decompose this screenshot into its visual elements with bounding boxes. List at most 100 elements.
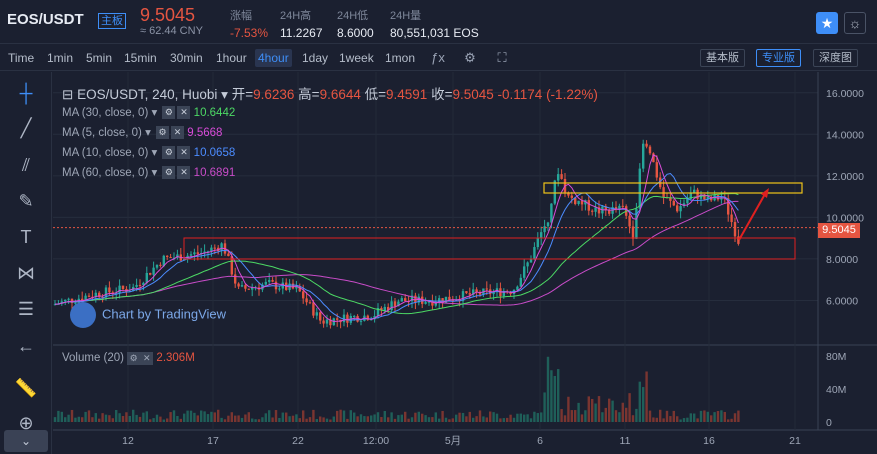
theme-sun-icon[interactable]: ☼ xyxy=(844,12,866,34)
volume-bar xyxy=(278,417,281,422)
trendline-icon[interactable]: ╱ xyxy=(20,118,32,138)
volume-bar xyxy=(325,418,329,422)
pair-name[interactable]: EOS/USDT xyxy=(7,11,84,28)
settings-gear-icon[interactable]: ⚙ xyxy=(464,50,476,65)
volume-bar xyxy=(407,418,410,422)
volume-bar xyxy=(74,417,77,422)
ruler-icon[interactable]: 📏 xyxy=(14,378,38,398)
volume-bar xyxy=(536,413,539,422)
volume-bar xyxy=(570,410,573,422)
candle-body xyxy=(659,177,662,188)
fib-icon[interactable]: ☰ xyxy=(17,299,35,319)
multi-line-icon[interactable]: ⫽ xyxy=(21,155,31,175)
view-depth-button[interactable]: 深度图 xyxy=(813,49,858,67)
indicator-icon[interactable]: ƒx xyxy=(431,50,445,65)
board-badge: 主板 xyxy=(98,13,126,29)
tf-30min[interactable]: 30min xyxy=(170,51,203,65)
volume-bar xyxy=(240,417,244,422)
volume-bar xyxy=(689,413,692,422)
candle-body xyxy=(696,189,699,199)
text-tool-icon[interactable]: T xyxy=(20,227,32,247)
candle-body xyxy=(312,302,315,316)
back-arrow-icon[interactable]: ← xyxy=(17,336,35,356)
volume-bar xyxy=(441,410,444,422)
volume-bar xyxy=(271,417,274,422)
volume-bar xyxy=(319,416,322,422)
volume-bar xyxy=(193,412,196,422)
candle-body xyxy=(98,292,101,298)
view-pro-button[interactable]: 专业版 xyxy=(756,49,801,67)
chart-background xyxy=(53,72,877,454)
candle-body xyxy=(346,314,349,323)
volume-bar xyxy=(308,417,312,422)
ma10-legend[interactable]: MA (10, close, 0) ▾ ⚙ ✕ 10.0658 xyxy=(62,146,236,160)
candle-body xyxy=(414,295,417,303)
tf-15min[interactable]: 15min xyxy=(124,51,157,65)
candle-body xyxy=(703,194,706,200)
ohlc-readout: ⊟ EOS/USDT, 240, Huobi ▾ 开=9.6236 高=9.66… xyxy=(62,87,598,102)
ma30-line xyxy=(54,192,739,315)
candle-body xyxy=(669,197,672,201)
view-basic-button[interactable]: 基本版 xyxy=(700,49,745,67)
cny-price: ≈ 62.44 CNY xyxy=(140,25,203,37)
tradingview-watermark[interactable]: Chart by TradingView xyxy=(70,302,226,328)
volume-bar xyxy=(642,387,645,422)
zoom-in-icon[interactable]: ⊕ xyxy=(18,413,34,433)
ma10-line xyxy=(54,172,739,321)
tf-time[interactable]: Time xyxy=(8,51,35,65)
candle-body xyxy=(142,282,145,286)
ma60-legend[interactable]: MA (60, close, 0) ▾ ⚙ ✕ 10.6891 xyxy=(62,166,236,180)
volume-bar xyxy=(305,418,308,422)
x-tick-label: 21 xyxy=(789,435,801,447)
candle-body xyxy=(689,193,692,199)
volume-bar xyxy=(132,409,135,422)
volume-bar xyxy=(393,418,397,422)
candle-body xyxy=(540,232,543,239)
crosshair-icon[interactable]: ┼ xyxy=(19,83,33,103)
brush-icon[interactable]: ✎ xyxy=(18,191,34,211)
ma5-legend[interactable]: MA (5, close, 0) ▾ ⚙ ✕ 9.5668 xyxy=(62,126,223,140)
tf-4hour[interactable]: 4hour xyxy=(255,49,292,67)
volume-legend[interactable]: Volume (20) ⚙ ✕ 2.306M xyxy=(62,352,195,365)
volume-bar xyxy=(346,418,349,422)
candle-body xyxy=(373,316,376,320)
candle-body xyxy=(295,286,298,289)
candle-body xyxy=(206,251,210,253)
candle-body xyxy=(635,208,638,239)
collapse-chevron-icon[interactable]: ⌄ xyxy=(4,430,48,452)
volume-bar xyxy=(87,410,91,422)
candle-body xyxy=(621,205,624,207)
tf-1week[interactable]: 1week xyxy=(339,51,374,65)
star-icon[interactable]: ★ xyxy=(816,12,838,34)
pattern-icon[interactable]: ⋈ xyxy=(17,263,35,283)
ma30-legend[interactable]: MA (30, close, 0) ▾ ⚙ ✕ 10.6442 xyxy=(62,106,236,120)
tf-1day[interactable]: 1day xyxy=(302,51,329,65)
y-tick-label: 12.0000 xyxy=(826,171,864,183)
fullscreen-icon[interactable]: ⛶ xyxy=(497,50,507,65)
candle-body xyxy=(638,168,641,209)
candle-body xyxy=(305,298,308,303)
volume-bar xyxy=(138,416,142,422)
candle-body xyxy=(468,293,471,295)
volume-bar xyxy=(380,417,383,422)
volume-bar xyxy=(91,417,94,422)
tf-1min[interactable]: 1min xyxy=(47,51,74,65)
volume-bar xyxy=(631,415,635,422)
volume-bar xyxy=(254,419,257,422)
tf-5min[interactable]: 5min xyxy=(86,51,113,65)
volume-bar xyxy=(438,418,441,422)
price-chart[interactable]: 16.0000 14.0000 12.0000 10.0000 8.0000 6.0000… xyxy=(53,72,877,454)
volume-bar xyxy=(261,417,264,422)
candle-body xyxy=(268,280,271,282)
volume-bar xyxy=(465,416,468,422)
candle-body xyxy=(441,298,444,303)
tf-1mon[interactable]: 1mon xyxy=(385,51,416,65)
volume-bar xyxy=(625,407,628,422)
candle-body xyxy=(662,187,665,198)
candle-body xyxy=(81,298,84,301)
candle-body xyxy=(472,289,475,295)
volume-bar xyxy=(244,414,247,422)
candle-body xyxy=(115,293,118,295)
tf-1hour[interactable]: 1hour xyxy=(216,51,247,65)
candle-body xyxy=(686,198,689,204)
